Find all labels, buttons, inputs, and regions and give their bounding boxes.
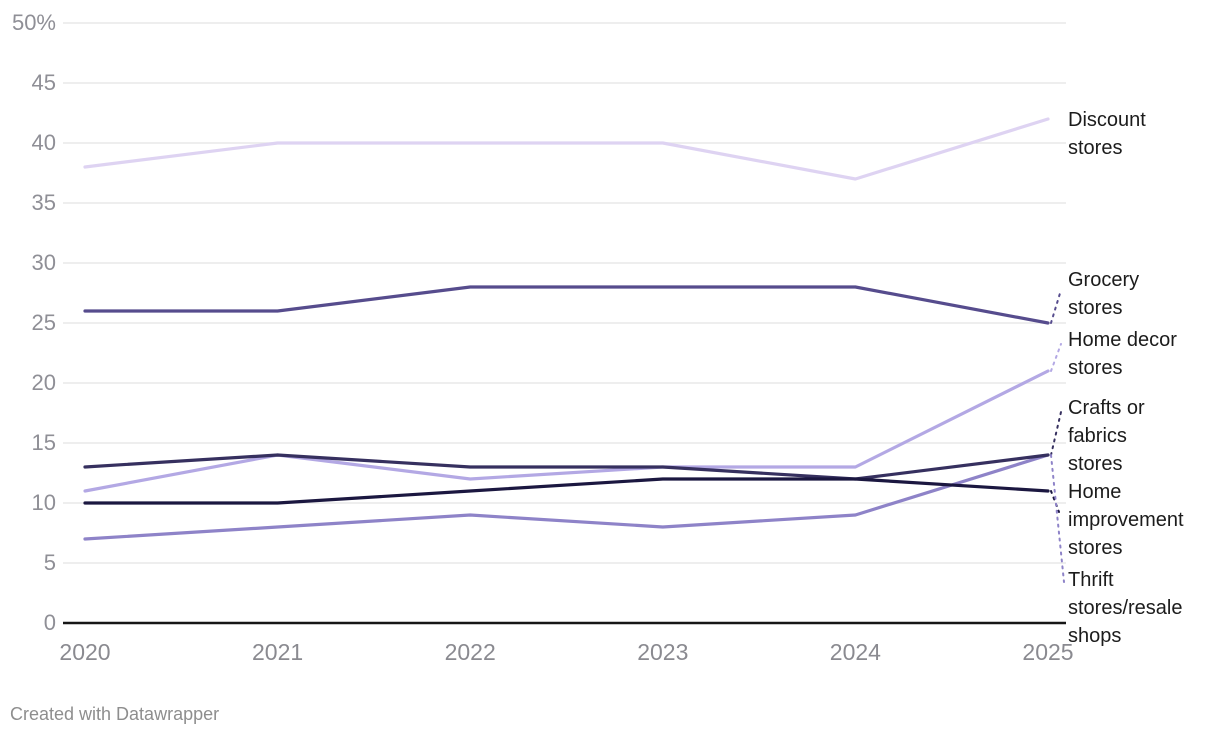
series-label-line: stores <box>1068 357 1123 379</box>
series-label-line: Grocery <box>1068 269 1140 291</box>
leader-line-thrift-stores-resale-shops <box>1050 454 1065 583</box>
leader-line-grocery-stores <box>1050 289 1062 324</box>
y-tick-label-40: 40 <box>31 130 56 155</box>
series-label-line: Thrift <box>1068 569 1114 591</box>
x-tick-label-2023: 2023 <box>637 639 689 665</box>
series-label-line: stores <box>1068 137 1123 159</box>
line-thrift-stores-resale-shops[interactable] <box>83 453 1050 541</box>
series-label-grocery-stores: Grocery stores <box>1068 266 1139 322</box>
y-tick-label-5: 5 <box>43 550 56 575</box>
y-tick-label-45: 45 <box>31 70 56 95</box>
y-tick-label-30: 30 <box>31 250 56 275</box>
series-label-line: stores <box>1068 537 1123 559</box>
series-label-crafts-or-fabrics-stores: Crafts or fabrics stores <box>1068 394 1145 478</box>
series-label-line: stores <box>1068 297 1123 319</box>
y-tick-label-25: 25 <box>31 310 56 335</box>
series-label-line: fabrics <box>1068 425 1127 447</box>
series-label-line: shops <box>1068 625 1122 647</box>
series-label-home-decor-stores: Home decor stores <box>1068 326 1177 382</box>
line-crafts-or-fabrics-stores[interactable] <box>83 453 1050 481</box>
leader-line-crafts-or-fabrics-stores <box>1050 411 1062 456</box>
y-tick-label-0: 0 <box>43 610 56 635</box>
series-label-line: stores <box>1068 453 1123 475</box>
series-label-line: Crafts or <box>1068 397 1145 419</box>
line-home-decor-stores[interactable] <box>83 369 1050 493</box>
leader-line-home-decor-stores <box>1050 343 1062 372</box>
y-tick-label-15: 15 <box>31 430 56 455</box>
x-tick-label-2021: 2021 <box>252 639 304 665</box>
series-label-thrift-stores-resale-shops: Thrift stores/resale shops <box>1068 566 1183 650</box>
y-tick-label-20: 20 <box>31 370 56 395</box>
leader-line-home-improvement-stores <box>1050 490 1060 513</box>
y-tick-label-35: 35 <box>31 190 56 215</box>
x-tick-label-2020: 2020 <box>59 639 111 665</box>
y-tick-label-50: 50% <box>11 10 56 35</box>
x-tick-label-2024: 2024 <box>829 639 881 665</box>
y-tick-label-10: 10 <box>31 490 56 515</box>
series-label-line: improvement <box>1068 509 1184 531</box>
series-label-line: Discount <box>1068 109 1146 131</box>
x-tick-label-2025: 2025 <box>1022 639 1074 665</box>
datawrapper-attribution-link[interactable]: Created with Datawrapper <box>10 704 220 724</box>
x-tick-label-2022: 2022 <box>444 639 496 665</box>
series-label-line: Home <box>1068 481 1122 503</box>
line-discount-stores[interactable] <box>83 117 1050 181</box>
line-grocery-stores[interactable] <box>83 285 1050 325</box>
line-home-improvement-stores[interactable] <box>83 477 1050 505</box>
series-label-home-improvement-stores: Home improvement stores <box>1068 478 1184 562</box>
series-label-line: Home decor <box>1068 329 1177 351</box>
series-label-discount-stores: Discount stores <box>1068 106 1146 162</box>
series-label-line: stores/resale <box>1068 597 1183 619</box>
